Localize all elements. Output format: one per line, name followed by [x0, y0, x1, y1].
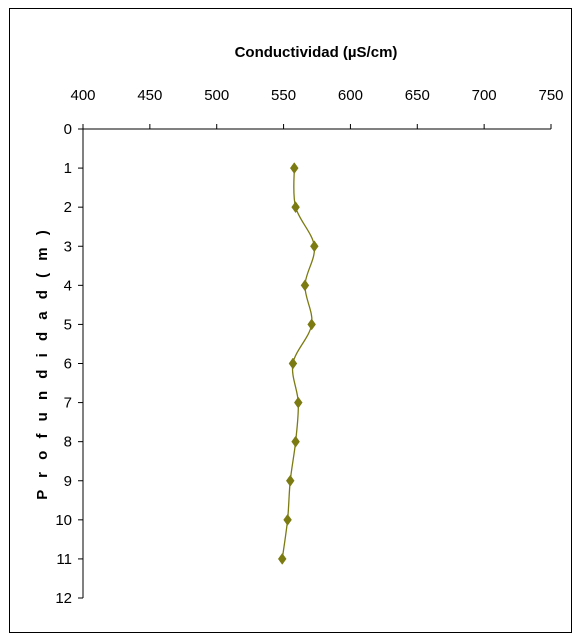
- y-tick-label: 2: [64, 199, 72, 216]
- y-tick-label: 1: [64, 160, 72, 177]
- y-tick-label: 12: [55, 590, 72, 607]
- data-point: [285, 474, 295, 487]
- y-tick-label: 8: [64, 434, 72, 451]
- data-point: [283, 513, 292, 526]
- data-series: [277, 162, 319, 565]
- chart-frame: [9, 8, 572, 633]
- y-tick-label: 4: [64, 277, 72, 294]
- x-tick-label: 500: [204, 87, 229, 104]
- x-tick-label: 450: [137, 87, 162, 104]
- data-point: [307, 318, 316, 331]
- x-tick-label: 700: [472, 87, 497, 104]
- data-point: [288, 357, 298, 370]
- y-tick-label: 3: [64, 238, 72, 255]
- data-point: [300, 279, 310, 292]
- y-tick-label: 5: [64, 316, 72, 333]
- data-point: [277, 552, 287, 565]
- y-tick-label: 9: [64, 473, 72, 490]
- y-tick-label: 11: [56, 551, 72, 568]
- y-axis-label: P r o f u n d i d a d ( m ): [34, 226, 51, 500]
- y-tick-label: 10: [55, 512, 72, 529]
- x-tick-label: 650: [405, 87, 430, 104]
- series-line: [281, 168, 316, 560]
- data-point: [290, 162, 299, 175]
- y-tick-label: 6: [64, 356, 72, 373]
- x-axis: 400 450 500 550 600 650 700 750: [70, 87, 564, 130]
- x-tick-label: 750: [538, 87, 563, 104]
- x-tick-label: 400: [70, 87, 95, 104]
- chart-title: Conductividad (µS/cm): [235, 44, 398, 61]
- x-tick-label: 600: [338, 87, 363, 104]
- y-tick-label: 7: [64, 395, 72, 412]
- x-tick-label: 550: [271, 87, 296, 104]
- data-point: [291, 435, 300, 448]
- y-tick-label: 0: [64, 121, 72, 138]
- data-point: [310, 240, 319, 253]
- data-point: [294, 396, 303, 409]
- data-point: [291, 201, 300, 214]
